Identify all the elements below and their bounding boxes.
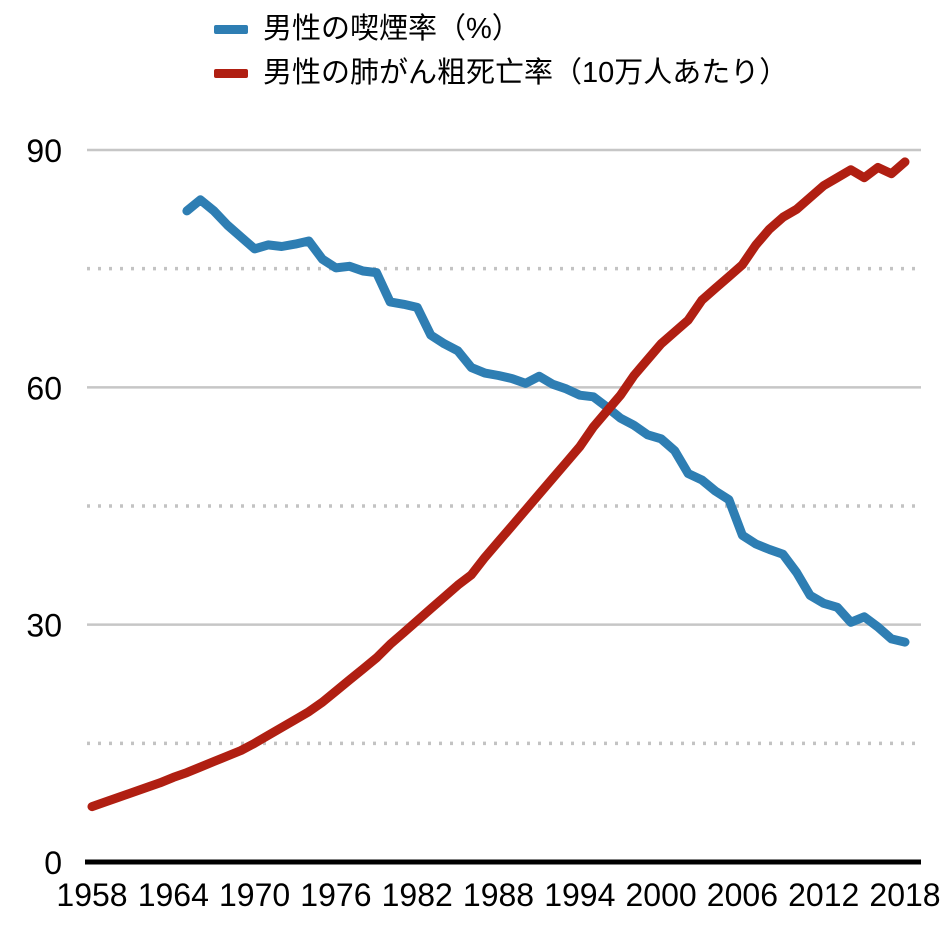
legend-label-lung-cancer-mortality: 男性の肺がん粗死亡率（10万人あたり） — [263, 56, 789, 89]
x-tick-label: 2006 — [707, 877, 778, 913]
legend-label-smoking-rate: 男性の喫煙率（%） — [263, 13, 521, 45]
x-tick-label: 1988 — [463, 877, 534, 913]
x-tick-label: 2012 — [788, 877, 859, 913]
legend-item-smoking-rate: 男性の喫煙率（%） — [214, 13, 948, 46]
y-tick-label: 60 — [26, 370, 62, 406]
x-tick-label: 1976 — [300, 877, 371, 913]
y-tick-label: 30 — [26, 608, 62, 644]
series-line-smoking-rate — [182, 195, 910, 647]
x-tick-label: 2000 — [626, 877, 697, 913]
x-tick-label: 1982 — [382, 877, 453, 913]
line-chart: 0 30 60 90 1958 1964 1970 1976 1982 1988 1994 2000 2… — [26, 133, 940, 913]
y-tick-label: 90 — [26, 133, 62, 169]
series-line-lung-cancer-mortality — [87, 157, 910, 812]
legend-swatch-smoking-rate — [214, 25, 248, 35]
y-tick-label: 0 — [44, 845, 62, 881]
legend-swatch-lung-cancer-mortality — [214, 69, 248, 79]
x-tick-label: 2018 — [869, 877, 940, 913]
legend: 男性の喫煙率（%） 男性の肺がん粗死亡率（10万人あたり） — [0, 0, 948, 100]
x-tick-label: 1964 — [138, 877, 209, 913]
x-tick-label: 1970 — [219, 877, 290, 913]
legend-item-lung-cancer-mortality: 男性の肺がん粗死亡率（10万人あたり） — [214, 56, 948, 90]
x-tick-label: 1994 — [544, 877, 615, 913]
x-tick-label: 1958 — [56, 877, 127, 913]
